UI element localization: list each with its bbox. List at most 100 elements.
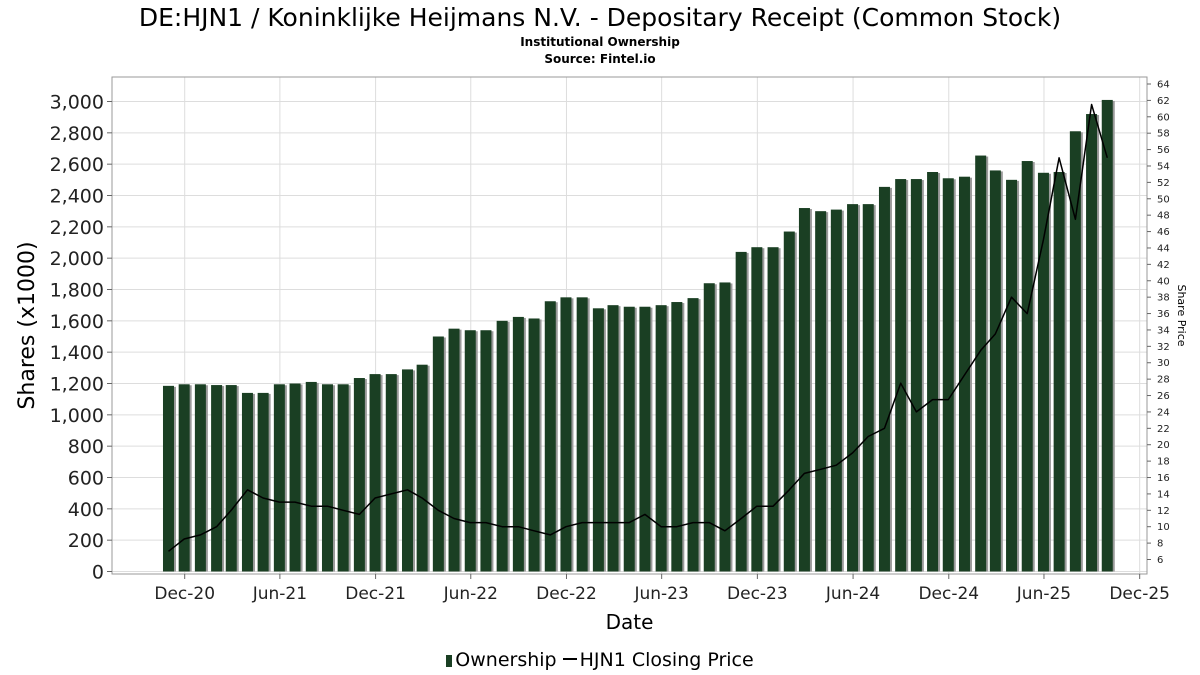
y2-tick-label: 52 [1157,178,1170,189]
ownership-bar [815,211,827,572]
chart-legend: Ownership HJN1 Closing Price [0,648,1200,671]
ownership-bar [162,385,174,572]
y2-tick-label: 26 [1157,391,1170,402]
ownership-bar [225,385,237,572]
y2-tick-label: 46 [1157,227,1170,238]
legend-price-swatch [562,657,577,660]
chart-title: DE:HJN1 / Koninklijke Heijmans N.V. - De… [138,3,1062,32]
ownership-bar [289,383,301,572]
ownership-bar [735,251,747,572]
x-tick-label: Jun-22 [443,584,498,604]
y2-tick-label: 18 [1157,457,1170,468]
y-tick-label: 2,600 [50,154,104,176]
legend-price: HJN1 Closing Price [557,649,754,671]
y2-tick-label: 30 [1157,358,1170,369]
legend-ownership: Ownership [446,648,557,671]
y2-tick-label: 38 [1157,293,1170,304]
legend-ownership-label: Ownership [455,648,557,671]
ownership-bar [783,231,795,572]
x-tick-label: Jun-24 [825,584,880,604]
ownership-chart: Dec-20 Jun-21 Dec-21 Jun-22 Dec-22 Jun-23 Dec-… [15,76,1188,634]
ownership-bar [847,204,859,572]
ownership-bar [830,209,842,572]
ownership-bar [1053,172,1065,572]
y2-tick-label: 36 [1157,309,1170,320]
ownership-bar [464,330,476,572]
ownership-bar [560,297,572,572]
x-tick-label: Dec-20 [154,584,215,604]
ownership-bar [1101,99,1113,572]
y2-tick-label: 50 [1157,194,1170,205]
ownership-bar [639,306,651,572]
ownership-bar [273,384,285,572]
y2-tick-label: 42 [1157,260,1170,271]
legend-price-label: HJN1 Closing Price [579,648,754,671]
ownership-bar [592,308,604,572]
ownership-bar [623,306,635,572]
ownership-bar [512,316,524,572]
ownership-bar [751,247,763,572]
ownership-bar [1037,172,1049,572]
x-tick-label: Jun-21 [252,584,307,604]
y2-tick-label: 14 [1157,489,1170,500]
ownership-bar [1069,131,1081,572]
ownership-bar [337,384,349,572]
ownership-bar [528,318,540,572]
ownership-bar [767,247,779,572]
ownership-bar [910,179,922,572]
ownership-bar [878,186,890,572]
ownership-bar [989,170,1001,572]
y2-tick-label: 54 [1157,161,1170,172]
ownership-bar [942,178,954,572]
chart-source: Source: Fintel.io [544,52,656,66]
y-tick-label: 0 [92,562,104,584]
ownership-bar [305,381,317,572]
ownership-bar [862,204,874,572]
ownership-bar [975,155,987,572]
y-axis-label: Shares (x1000) [15,241,40,409]
y2-tick-label: 48 [1157,211,1170,222]
ownership-bar [655,305,667,572]
y-tick-label: 200 [68,530,104,552]
x-tick-label: Dec-23 [727,584,788,604]
y2-tick-label: 58 [1157,129,1170,140]
x-tick-label: Dec-25 [1109,584,1170,604]
ownership-bar [703,283,715,572]
y2-tick-label: 64 [1157,80,1170,91]
y2-tick-label: 28 [1157,375,1170,386]
ownership-bar [798,208,810,572]
y2-axis-label: Share Price [1175,284,1188,346]
y2-tick-label: 62 [1157,96,1170,107]
y-tick-label: 2,000 [50,248,104,270]
y2-tick-label: 56 [1157,145,1170,156]
x-tick-label: Jun-25 [1016,584,1071,604]
ownership-bar [241,392,253,572]
ownership-bar [257,392,269,572]
y-tick-label: 600 [68,468,104,490]
ownership-bar [544,301,556,572]
ownership-bar [432,336,444,572]
ownership-bar [416,364,428,572]
y2-tick-label: 16 [1157,473,1170,484]
x-tick-label: Dec-22 [536,584,597,604]
x-tick-label: Jun-23 [633,584,688,604]
y2-tick-label: 34 [1157,325,1170,336]
ownership-bar [895,179,907,572]
ownership-bar [211,385,223,572]
ownership-bar [385,374,397,572]
ownership-bar [1006,179,1018,572]
x-tick-label: Dec-21 [345,584,406,604]
ownership-bar [178,384,190,572]
y-tick-label: 1,000 [50,405,104,427]
legend-ownership-swatch [446,654,453,667]
ownership-bar [719,282,731,572]
ownership-bar [401,369,413,572]
y2-tick-label: 8 [1157,539,1163,550]
ownership-bar [1021,161,1033,572]
y2-tick-label: 22 [1157,424,1170,435]
y2-tick-label: 40 [1157,276,1170,287]
plot-frame [111,76,1148,575]
y-tick-label: 1,600 [50,311,104,333]
y-tick-label: 800 [68,436,104,458]
y-tick-label: 400 [68,499,104,521]
